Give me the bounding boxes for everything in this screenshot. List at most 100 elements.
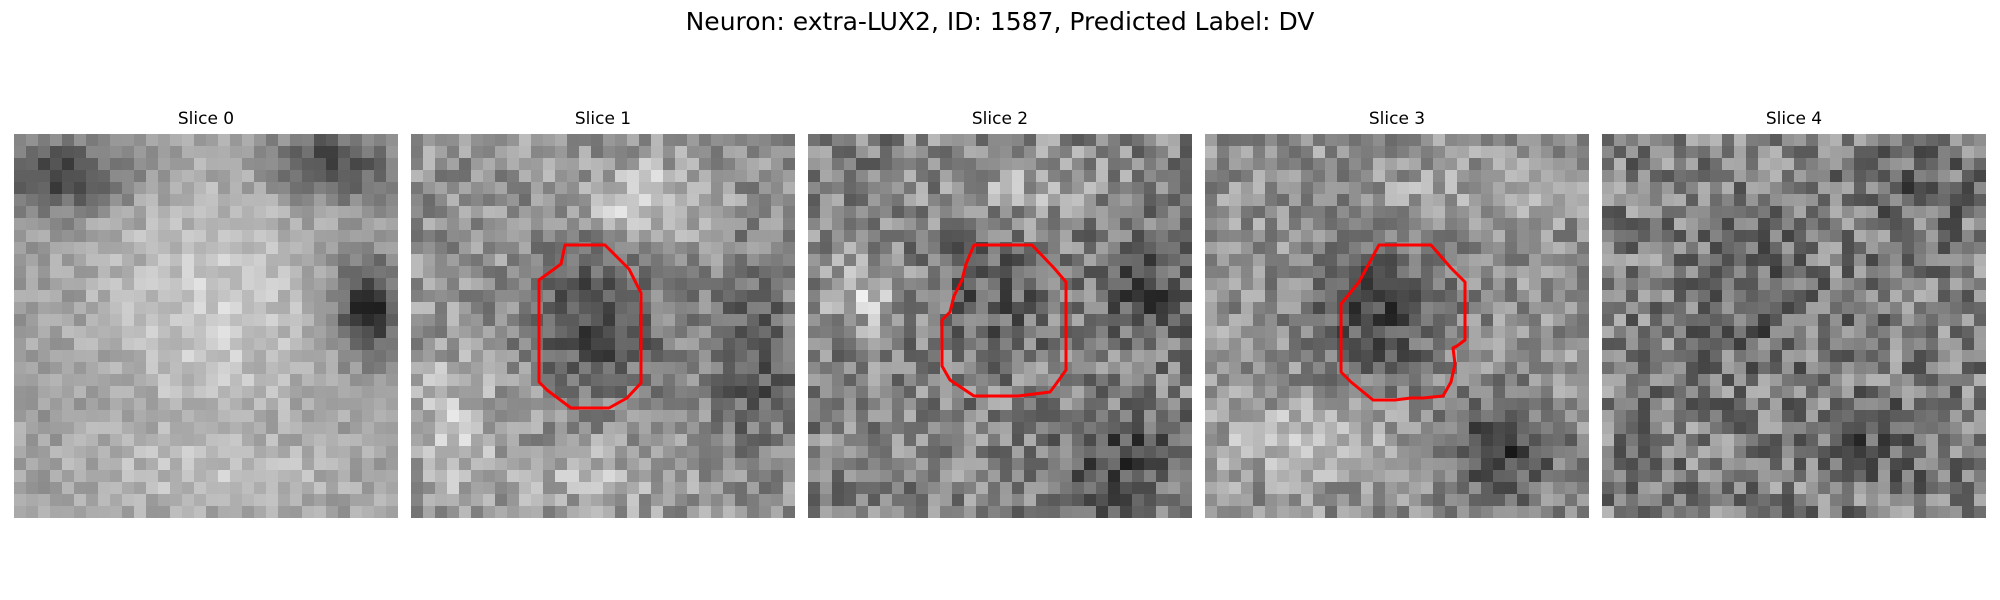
- pixel: [783, 398, 795, 411]
- pixel: [218, 482, 231, 495]
- pixel: [507, 182, 520, 195]
- pixel: [1866, 362, 1879, 375]
- pixel: [266, 146, 279, 159]
- pixel: [976, 146, 989, 159]
- pixel: [675, 362, 688, 375]
- pixel: [1205, 482, 1218, 495]
- pixel: [952, 266, 965, 279]
- pixel: [844, 410, 857, 423]
- pixel: [699, 374, 712, 387]
- pixel: [1914, 146, 1927, 159]
- pixel: [1217, 254, 1230, 267]
- pixel: [1289, 470, 1302, 483]
- pixel: [988, 206, 1001, 219]
- pixel: [783, 254, 795, 267]
- pixel: [639, 482, 652, 495]
- pixel: [1842, 302, 1855, 315]
- pixel: [567, 146, 580, 159]
- pixel: [26, 470, 39, 483]
- pixel: [1325, 254, 1338, 267]
- pixel: [1818, 206, 1831, 219]
- pixel: [603, 218, 616, 231]
- pixel: [254, 206, 267, 219]
- pixel: [1337, 194, 1350, 207]
- pixel: [62, 326, 75, 339]
- pixel: [110, 194, 123, 207]
- pixel: [1818, 134, 1831, 147]
- pixel: [362, 362, 375, 375]
- pixel: [1926, 278, 1939, 291]
- pixel: [1180, 146, 1192, 159]
- pixel: [230, 410, 243, 423]
- pixel: [928, 158, 941, 171]
- pixel: [1000, 218, 1013, 231]
- pixel: [1722, 374, 1735, 387]
- pixel: [1878, 266, 1891, 279]
- pixel: [1734, 434, 1747, 447]
- pixel: [1397, 494, 1410, 507]
- pixel: [928, 182, 941, 195]
- pixel: [1650, 458, 1663, 471]
- pixel: [1205, 278, 1218, 291]
- pixel: [1349, 170, 1362, 183]
- pixel: [1806, 266, 1819, 279]
- pixel: [1096, 422, 1109, 435]
- pixel: [1241, 278, 1254, 291]
- pixel: [1457, 350, 1470, 363]
- pixel: [627, 314, 640, 327]
- pixel: [639, 134, 652, 147]
- pixel: [1457, 422, 1470, 435]
- pixel: [326, 182, 339, 195]
- pixel: [459, 398, 472, 411]
- pixel: [134, 218, 147, 231]
- pixel: [1577, 170, 1589, 183]
- pixel: [808, 146, 821, 159]
- pixel: [988, 398, 1001, 411]
- pixel: [1060, 410, 1073, 423]
- pixel: [447, 182, 460, 195]
- pixel: [483, 374, 496, 387]
- pixel: [350, 134, 363, 147]
- pixel: [1481, 254, 1494, 267]
- pixel: [1168, 158, 1181, 171]
- pixel: [1830, 458, 1843, 471]
- pixel: [1217, 338, 1230, 351]
- pixel: [543, 494, 556, 507]
- pixel: [302, 482, 315, 495]
- pixel: [1012, 134, 1025, 147]
- pixel: [615, 470, 628, 483]
- pixel: [218, 314, 231, 327]
- pixel: [699, 482, 712, 495]
- pixel: [1890, 266, 1903, 279]
- pixel: [555, 494, 568, 507]
- pixel: [62, 254, 75, 267]
- pixel: [1818, 218, 1831, 231]
- pixel: [411, 278, 424, 291]
- pixel: [1012, 194, 1025, 207]
- pixel: [1770, 458, 1783, 471]
- pixel: [1565, 170, 1578, 183]
- pixel: [928, 194, 941, 207]
- pixel: [170, 398, 183, 411]
- pixel: [1650, 218, 1663, 231]
- pixel: [1854, 278, 1867, 291]
- pixel: [1553, 146, 1566, 159]
- pixel: [1770, 386, 1783, 399]
- pixel: [98, 446, 111, 459]
- pixel: [1361, 182, 1374, 195]
- pixel: [663, 482, 676, 495]
- pixel: [615, 374, 628, 387]
- pixel: [134, 446, 147, 459]
- pixel: [1024, 302, 1037, 315]
- pixel: [555, 158, 568, 171]
- pixel: [14, 434, 27, 447]
- pixel: [1770, 242, 1783, 255]
- pixel: [747, 194, 760, 207]
- pixel: [447, 470, 460, 483]
- pixel: [1602, 362, 1615, 375]
- pixel: [567, 506, 580, 518]
- pixel: [1132, 506, 1145, 518]
- pixel: [1517, 266, 1530, 279]
- pixel: [1397, 134, 1410, 147]
- pixel: [74, 206, 87, 219]
